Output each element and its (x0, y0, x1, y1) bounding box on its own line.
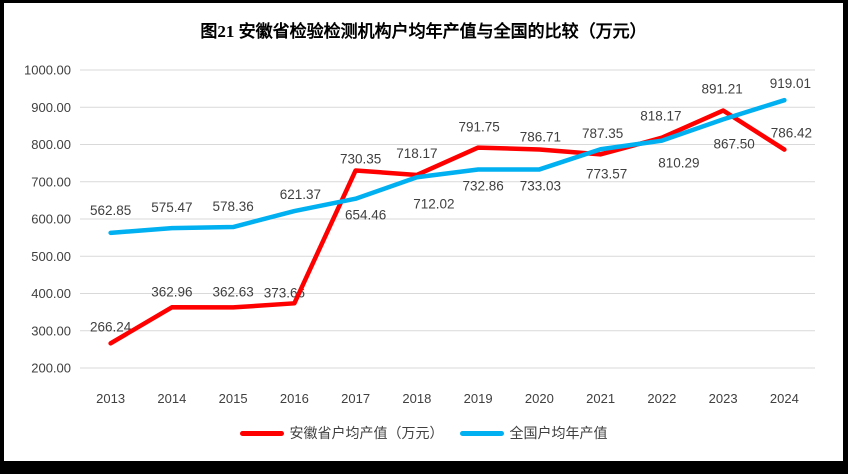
data-label: 787.35 (582, 126, 623, 141)
legend-line-blue-sample (459, 430, 504, 436)
x-axis-tick-label: 2014 (157, 391, 186, 406)
x-axis-tick-label: 2016 (280, 391, 309, 406)
x-axis-tick-label: 2013 (96, 391, 125, 406)
y-axis-tick-label: 600.00 (31, 212, 71, 227)
x-axis-tick-label: 2024 (770, 391, 799, 406)
data-label: 786.71 (520, 129, 561, 144)
x-axis-tick-label: 2017 (341, 391, 370, 406)
x-axis-tick-label: 2019 (464, 391, 493, 406)
y-axis-tick-label: 900.00 (31, 100, 71, 115)
data-label: 562.85 (90, 203, 131, 218)
series-line-national (108, 97, 787, 236)
data-label: 718.17 (396, 146, 437, 161)
data-label: 791.75 (458, 120, 499, 135)
series-line-anhui (108, 108, 787, 346)
y-axis-tick-label: 500.00 (31, 249, 71, 264)
legend-label-national: 全国户均年产值 (509, 425, 608, 441)
data-label: 818.17 (640, 109, 681, 124)
data-label: 730.35 (340, 151, 381, 166)
data-label: 362.63 (212, 284, 253, 299)
data-label: 786.42 (771, 126, 812, 141)
data-label: 919.01 (770, 76, 811, 91)
x-axis-tick-label: 2022 (647, 391, 676, 406)
x-axis-tick-label: 2018 (402, 391, 431, 406)
x-axis-tick-label: 2015 (219, 391, 248, 406)
legend-item-anhui: 安徽省户均产值（万元） (239, 423, 444, 443)
legend-line-red-sample (239, 430, 284, 436)
data-label: 732.86 (462, 179, 503, 194)
data-label: 373.66 (264, 285, 305, 300)
legend-label-anhui: 安徽省户均产值（万元） (289, 425, 444, 441)
data-label: 362.96 (151, 284, 192, 299)
chart-legend: 安徽省户均产值（万元） 全国户均年产值 (4, 423, 843, 443)
data-label: 891.21 (701, 82, 742, 97)
x-axis-tick-label: 2023 (709, 391, 738, 406)
data-label: 266.24 (90, 319, 132, 334)
chart-canvas: 图21 安徽省检验检测机构户均年产值与全国的比较（万元） 1000.00 900.… (4, 3, 843, 461)
y-axis-tick-label: 700.00 (31, 174, 71, 189)
data-label: 773.57 (586, 166, 627, 181)
data-label: 575.47 (151, 200, 192, 215)
x-axis-tick-label: 2020 (525, 391, 554, 406)
line-chart: 1000.00 900.00 800.00 700.00 600.00 500.00 400… (24, 63, 815, 406)
data-label: 810.29 (658, 156, 699, 171)
chart-title: 图21 安徽省检验检测机构户均年产值与全国的比较（万元） (200, 22, 647, 41)
legend-item-national: 全国户均年产值 (459, 423, 608, 443)
y-axis-tick-label: 800.00 (31, 137, 71, 152)
data-label: 578.36 (212, 199, 253, 214)
y-axis-tick-label: 200.00 (31, 361, 71, 376)
data-label: 733.03 (520, 178, 561, 193)
y-axis-tick-label: 300.00 (31, 323, 71, 338)
y-axis-tick-label: 400.00 (31, 286, 71, 301)
y-axis-tick-label: 1000.00 (24, 63, 71, 78)
data-label: 621.37 (280, 187, 321, 202)
data-label: 654.46 (345, 208, 386, 223)
data-label: 712.02 (413, 196, 454, 211)
data-label: 867.50 (713, 136, 754, 151)
x-axis-tick-label: 2021 (586, 391, 615, 406)
